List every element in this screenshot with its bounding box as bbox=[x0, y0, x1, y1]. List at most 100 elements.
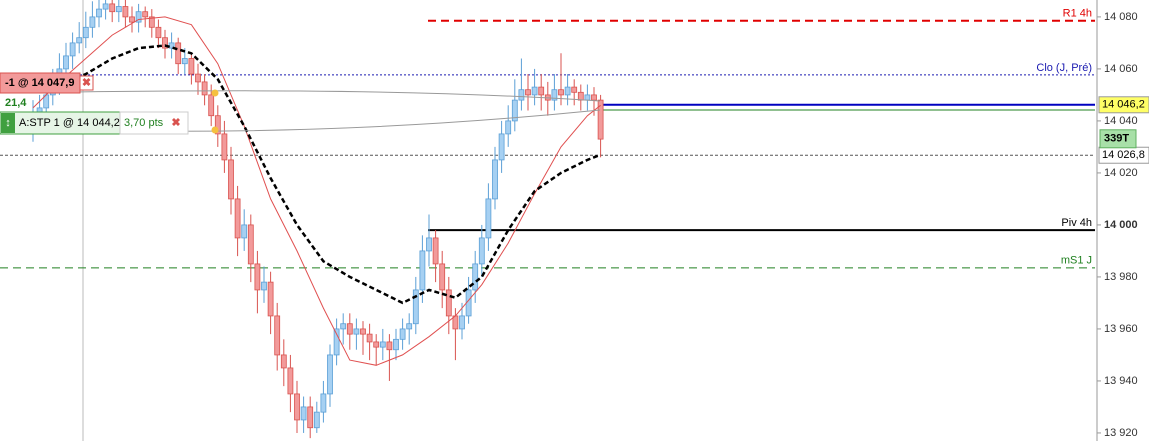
candle-body bbox=[379, 341, 386, 348]
candle-body bbox=[254, 263, 261, 291]
candle-body bbox=[63, 55, 69, 70]
stop-order: A:STP 1 @ 14 044,2 bbox=[19, 117, 120, 129]
price-marker: 14 046,2 bbox=[1102, 99, 1145, 111]
y-tick-label: 13 960 bbox=[1104, 323, 1138, 335]
candle-body bbox=[234, 198, 241, 239]
level-label: Clo (J, Pré) bbox=[1036, 62, 1092, 74]
candle-body bbox=[181, 58, 188, 65]
cancel-icon: ✖ bbox=[82, 77, 91, 89]
candle-body bbox=[366, 333, 373, 343]
candle-body bbox=[307, 406, 314, 429]
candle-body bbox=[393, 338, 399, 351]
level-label: R1 4h bbox=[1063, 8, 1092, 20]
candle-body bbox=[287, 367, 294, 395]
candle-body bbox=[247, 224, 254, 265]
price-marker-box bbox=[1098, 96, 1149, 114]
level-label: Piv 4h bbox=[1061, 217, 1092, 229]
drag-icon: ↕ bbox=[5, 117, 11, 129]
candle-body bbox=[313, 411, 320, 429]
candle-body bbox=[432, 237, 439, 265]
candle-body bbox=[492, 159, 498, 200]
candle-body bbox=[445, 289, 452, 317]
y-tick-label: 13 920 bbox=[1104, 427, 1138, 439]
candle-body bbox=[69, 42, 76, 57]
order-curve bbox=[119, 109, 601, 132]
candle-body bbox=[412, 289, 419, 325]
sell-order: -1 @ 14 047,9 bbox=[5, 77, 74, 89]
candle-body bbox=[333, 328, 340, 356]
candle-body bbox=[525, 89, 531, 96]
candle-body bbox=[280, 354, 287, 369]
y-tick-label: 14 080 bbox=[1104, 11, 1138, 23]
candle-body bbox=[571, 86, 578, 93]
moving-average bbox=[45, 44, 602, 305]
candle-body bbox=[419, 250, 426, 291]
candle-body bbox=[135, 11, 142, 23]
candle-body bbox=[122, 6, 129, 18]
stop-distance-box bbox=[119, 111, 189, 135]
candle-body bbox=[485, 198, 492, 239]
moving-average bbox=[32, 16, 601, 366]
price-marker: 14 026,8 bbox=[1102, 149, 1145, 161]
candle-body bbox=[551, 89, 558, 101]
candle-body bbox=[228, 159, 234, 200]
y-tick-label: 14 020 bbox=[1104, 167, 1138, 179]
candle-body bbox=[162, 37, 168, 49]
candle-body bbox=[89, 16, 96, 28]
candle-body bbox=[214, 115, 221, 135]
order-dot bbox=[211, 126, 219, 134]
y-tick-label: 14 040 bbox=[1104, 115, 1138, 127]
y-tick-label: 14 060 bbox=[1104, 63, 1138, 75]
stop-distance: 3,70 pts bbox=[124, 117, 164, 129]
candle-body bbox=[96, 8, 102, 18]
drag-handle[interactable] bbox=[1, 113, 15, 133]
candle-body bbox=[591, 94, 597, 101]
candle-body bbox=[201, 81, 208, 96]
candle-body bbox=[82, 26, 89, 39]
candle-body bbox=[155, 26, 162, 39]
candle-body bbox=[360, 328, 366, 335]
candle-body bbox=[261, 281, 267, 291]
candle-body bbox=[129, 16, 135, 23]
candle-body bbox=[531, 86, 538, 96]
candle-body bbox=[208, 94, 215, 117]
candle-body bbox=[558, 89, 564, 96]
candle-body bbox=[373, 341, 380, 348]
candle-body bbox=[188, 58, 195, 75]
candle-body bbox=[505, 120, 512, 135]
candle-body bbox=[386, 341, 393, 351]
candle-body bbox=[148, 16, 155, 28]
candle-body bbox=[478, 237, 485, 265]
candle-body bbox=[399, 328, 406, 340]
candle-body bbox=[76, 37, 83, 44]
candle-body bbox=[346, 323, 353, 335]
volume-label: 339T bbox=[1104, 133, 1129, 145]
candle-body bbox=[518, 89, 525, 101]
candle-body bbox=[472, 263, 479, 291]
candle-body bbox=[584, 94, 591, 101]
candle-body bbox=[175, 42, 182, 65]
candle-body bbox=[439, 263, 446, 291]
candle-body bbox=[564, 86, 571, 96]
candle-body bbox=[320, 393, 327, 413]
candle-body bbox=[353, 328, 360, 335]
candle-body bbox=[267, 281, 274, 317]
candle-body bbox=[115, 6, 122, 13]
candle-body bbox=[327, 354, 333, 395]
order-curve bbox=[0, 90, 601, 102]
candle-body bbox=[241, 224, 248, 239]
candle-body bbox=[142, 11, 149, 18]
candle-body bbox=[300, 406, 307, 421]
pnl: 21,4 bbox=[5, 97, 27, 109]
volume-box bbox=[1099, 129, 1137, 149]
candle-body bbox=[577, 91, 584, 101]
cancel-icon[interactable]: ✖ bbox=[171, 117, 180, 129]
y-tick-label: 14 000 bbox=[1104, 219, 1138, 231]
candle-body bbox=[274, 315, 281, 356]
candle-body bbox=[511, 99, 518, 122]
order-dot bbox=[211, 89, 219, 97]
cancel-button[interactable] bbox=[79, 75, 94, 91]
candle-body bbox=[102, 3, 109, 10]
candle-body bbox=[294, 393, 300, 421]
